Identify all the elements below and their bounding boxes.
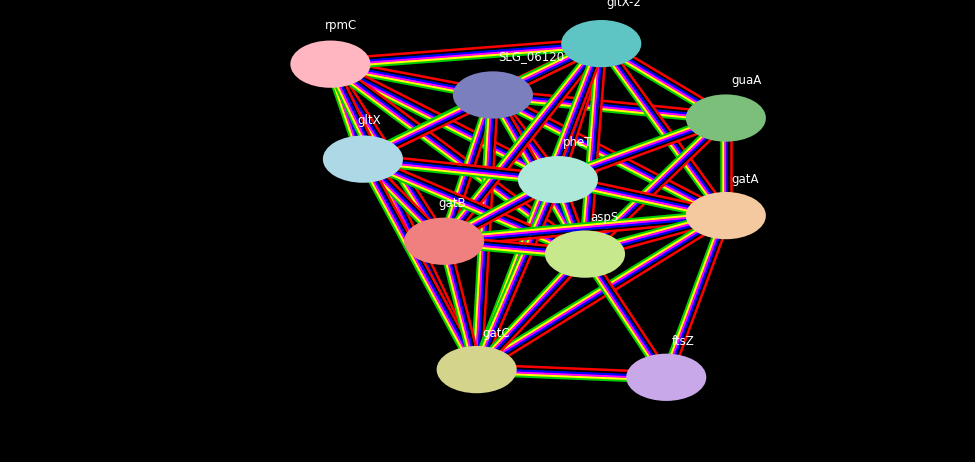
Ellipse shape	[406, 219, 484, 264]
Text: aspS: aspS	[591, 211, 619, 225]
Ellipse shape	[686, 193, 764, 238]
Ellipse shape	[546, 231, 624, 277]
Ellipse shape	[438, 347, 516, 392]
Ellipse shape	[519, 157, 597, 202]
Ellipse shape	[454, 73, 532, 117]
Ellipse shape	[324, 137, 402, 182]
Text: gltX-2: gltX-2	[606, 0, 642, 9]
Text: gatC: gatC	[482, 327, 510, 340]
Text: SLG_06120: SLG_06120	[498, 49, 565, 63]
Text: pheT: pheT	[564, 136, 593, 149]
Text: rpmC: rpmC	[325, 19, 357, 32]
Text: gatB: gatB	[439, 197, 466, 211]
Ellipse shape	[686, 96, 764, 140]
Text: ftsZ: ftsZ	[672, 334, 694, 347]
Text: gltX: gltX	[358, 114, 381, 128]
Ellipse shape	[292, 42, 370, 87]
Ellipse shape	[563, 21, 641, 66]
Text: gatA: gatA	[731, 173, 759, 186]
Text: guaA: guaA	[731, 74, 761, 87]
Ellipse shape	[627, 355, 705, 400]
